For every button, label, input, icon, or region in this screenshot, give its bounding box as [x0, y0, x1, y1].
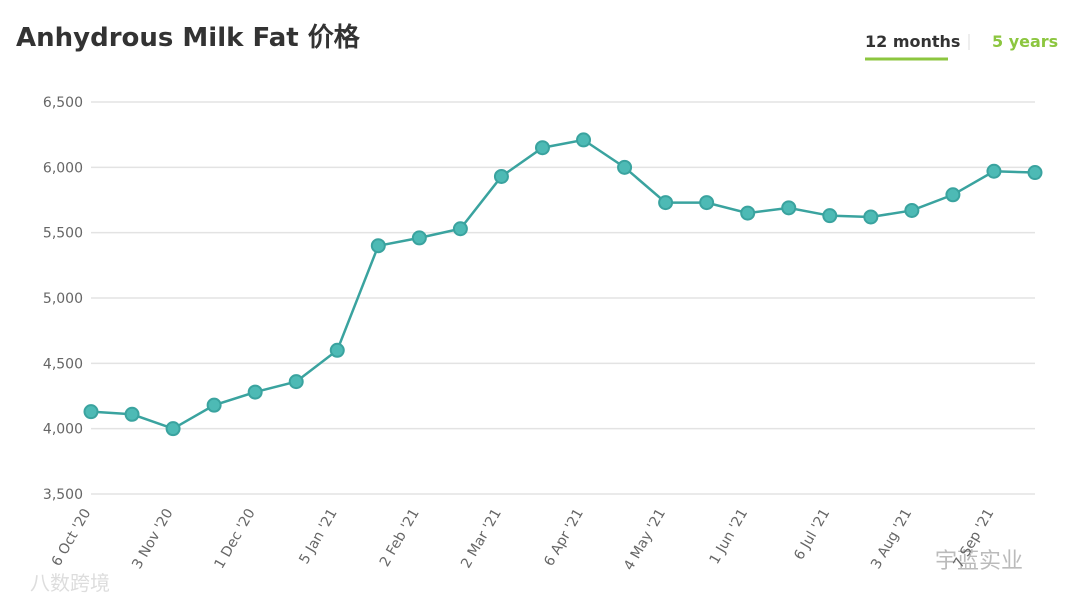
x-tick-label: 5 Jan '21 — [296, 506, 340, 567]
point — [658, 195, 674, 211]
point — [206, 397, 222, 413]
watermark: 宇蓝实业 — [935, 549, 1023, 574]
x-tick-label: 1 Dec '20 — [212, 506, 259, 572]
point — [740, 205, 756, 221]
x-tick-label: 2 Mar '21 — [458, 506, 505, 571]
y-tick-label: 6,500 — [43, 95, 83, 111]
x-tick-label: 4 May '21 — [621, 506, 669, 573]
point — [370, 238, 386, 254]
x-tick-label: 3 Nov '20 — [129, 506, 176, 572]
y-tick-label: 5,000 — [43, 291, 83, 307]
tab[interactable]: 5 years — [992, 32, 1059, 51]
point — [822, 208, 838, 224]
point — [165, 421, 181, 437]
y-tick-label: 3,500 — [43, 487, 83, 503]
x-tick-label: 1 Jun '21 — [707, 506, 752, 567]
x-tick-label: 6 Apr '21 — [541, 506, 587, 569]
point — [493, 168, 509, 184]
x-tick-label: 6 Oct '20 — [49, 506, 95, 569]
point — [781, 200, 797, 216]
point — [576, 132, 592, 148]
point — [904, 202, 920, 218]
point — [411, 230, 427, 246]
y-tick-label: 6,000 — [43, 160, 83, 176]
point — [247, 384, 263, 400]
x-tick-label: 2 Feb '21 — [377, 506, 423, 570]
point — [534, 140, 550, 156]
point — [863, 209, 879, 225]
point — [986, 163, 1002, 179]
y-tick-label: 5,500 — [43, 226, 83, 242]
point — [83, 404, 99, 420]
x-tick-label: 3 Aug '21 — [868, 506, 915, 572]
tab[interactable]: 12 months — [865, 32, 961, 51]
point — [945, 187, 961, 203]
watermark: 八数跨境 — [30, 571, 110, 595]
point — [288, 374, 304, 390]
point — [329, 342, 345, 358]
line — [90, 138, 1036, 431]
x-tick-label: 6 Jul '21 — [791, 506, 833, 563]
y-tick-label: 4,000 — [43, 422, 83, 438]
point — [1027, 165, 1043, 181]
chart-title: Anhydrous Milk Fat 价格 — [16, 22, 361, 53]
point — [452, 221, 468, 237]
point — [699, 195, 715, 211]
y-tick-label: 4,500 — [43, 356, 83, 372]
point — [124, 406, 140, 422]
point — [617, 159, 633, 175]
